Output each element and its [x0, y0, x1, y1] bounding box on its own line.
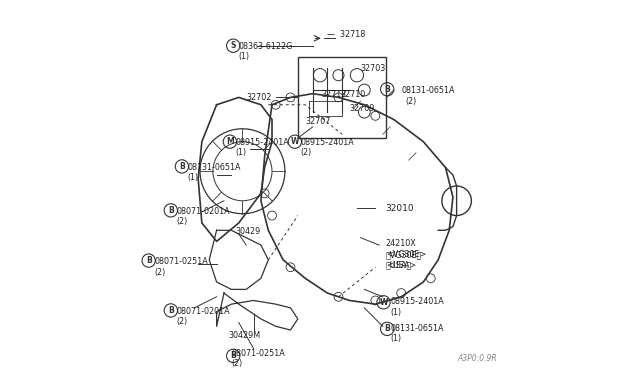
- Text: 08131-0651A: 08131-0651A: [390, 324, 444, 333]
- Text: B: B: [146, 256, 152, 265]
- Text: 08071-0251A: 08071-0251A: [232, 350, 285, 359]
- Text: 32707: 32707: [305, 117, 331, 126]
- Text: —  32718: — 32718: [326, 30, 365, 39]
- Text: S: S: [230, 41, 236, 50]
- Text: 08071-0201A: 08071-0201A: [176, 307, 230, 316]
- Text: M: M: [226, 137, 234, 146]
- Text: 08071-0201A: 08071-0201A: [176, 206, 230, 216]
- Text: 08363-6122G: 08363-6122G: [239, 42, 293, 51]
- Text: (1): (1): [390, 334, 401, 343]
- Text: W: W: [291, 137, 299, 146]
- Text: B: B: [385, 85, 390, 94]
- Text: <USA>: <USA>: [386, 260, 416, 269]
- Text: 08071-0251A: 08071-0251A: [155, 257, 209, 266]
- Text: (1): (1): [239, 52, 250, 61]
- Text: 32010: 32010: [386, 203, 414, 213]
- Text: (1): (1): [187, 173, 198, 182]
- Text: 30429: 30429: [236, 227, 261, 236]
- Text: B: B: [179, 162, 185, 171]
- Text: B: B: [230, 351, 236, 360]
- Text: W: W: [380, 298, 388, 307]
- Text: (1): (1): [235, 148, 246, 157]
- Text: <VG30E>: <VG30E>: [386, 250, 426, 259]
- Text: 32703: 32703: [360, 64, 386, 73]
- Text: A3P0:0.9R: A3P0:0.9R: [458, 354, 497, 363]
- Text: B: B: [385, 324, 390, 333]
- Text: (2): (2): [301, 148, 312, 157]
- Text: 〈USA〉: 〈USA〉: [386, 260, 412, 269]
- Text: (2): (2): [232, 359, 243, 368]
- Text: 32702: 32702: [246, 93, 272, 102]
- Text: (2): (2): [155, 267, 166, 276]
- Text: B: B: [168, 306, 173, 315]
- Text: (2): (2): [176, 217, 188, 226]
- Text: (1): (1): [390, 308, 401, 317]
- Text: 32709: 32709: [349, 104, 375, 113]
- Text: 08915-2401A: 08915-2401A: [301, 138, 355, 147]
- Text: 32712: 32712: [321, 90, 347, 99]
- Text: 〈VG30E〉: 〈VG30E〉: [386, 250, 422, 259]
- Text: 32710: 32710: [340, 90, 365, 99]
- Text: 30429M: 30429M: [228, 331, 260, 340]
- Text: 08915-2401A: 08915-2401A: [235, 138, 289, 147]
- Text: B: B: [168, 206, 173, 215]
- Text: (2): (2): [406, 97, 417, 106]
- Text: 24210X: 24210X: [386, 239, 417, 248]
- Bar: [298, 57, 387, 138]
- Text: 08915-2401A: 08915-2401A: [390, 298, 444, 307]
- Text: (2): (2): [176, 317, 188, 326]
- Text: 08131-0651A: 08131-0651A: [401, 86, 455, 94]
- Text: 08131-0651A: 08131-0651A: [187, 163, 241, 172]
